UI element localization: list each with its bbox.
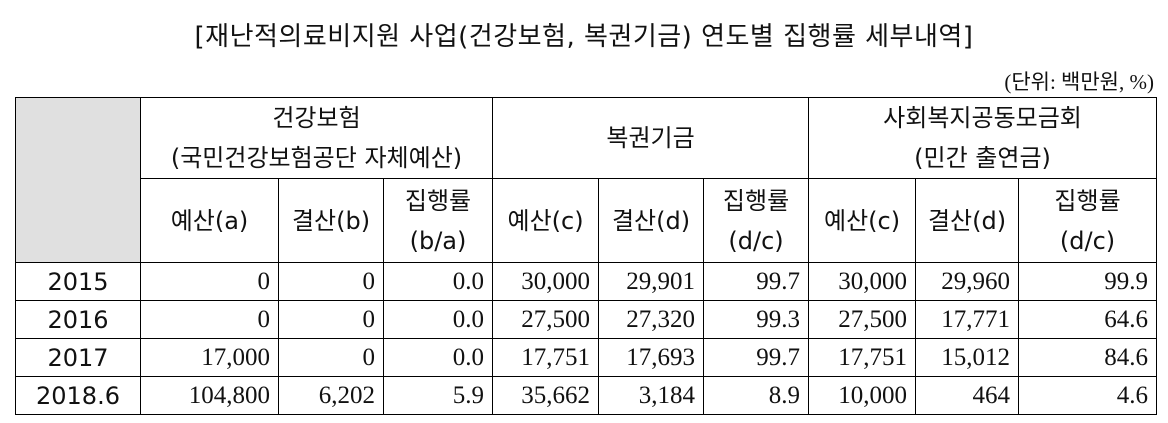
value-cell: 0: [278, 338, 384, 377]
value-cell: 10,000: [808, 376, 917, 415]
header-line: (b/a): [409, 226, 467, 255]
value-cell: 8.9: [703, 376, 810, 415]
sub-header: 예산(c): [492, 178, 600, 263]
value-cell: 99.7: [703, 262, 810, 301]
value-cell: 35,662: [492, 376, 600, 415]
sub-header: 집행률 (d/c): [703, 178, 810, 263]
value-cell: 17,751: [808, 338, 917, 377]
value-cell: 29,901: [598, 262, 705, 301]
value-cell: 99.3: [703, 300, 810, 339]
group-header: 복권기금: [492, 97, 810, 179]
group-header: 건강보험 (국민건강보험공단 자체예산): [139, 97, 494, 179]
value-cell: 0: [278, 300, 384, 339]
value-cell: 0.0: [382, 338, 494, 377]
value-cell: 104,800: [140, 376, 279, 415]
header-line: 예산(c): [823, 206, 901, 235]
sub-header: 결산(b): [278, 178, 384, 263]
header-line: 복권기금: [606, 124, 695, 152]
sub-header-row: 예산(a) 결산(b) 집행률 (b/a) 예산(c) 결산(d) 집행률 (d/c) 예산(c…: [16, 178, 1158, 263]
year-cell: 2017: [15, 338, 141, 377]
year-cell: 2018.6: [15, 376, 141, 415]
year-cell: 2016: [15, 300, 141, 339]
corner-cell: [15, 97, 141, 263]
value-cell: 64.6: [1018, 300, 1158, 339]
unit-note: (단위: 백만원, %): [1004, 70, 1154, 94]
value-cell: 0: [140, 262, 279, 301]
header-line: 사회복지공동모금회: [883, 104, 1082, 132]
data-row: 2015 0 0 0.0 30,000 29,901 99.7 30,000 29,960 99.…: [15, 262, 1158, 301]
header-line: 예산(c): [507, 206, 584, 235]
sub-header: 집행률 (b/a): [382, 178, 494, 263]
year-cell: 2015: [15, 262, 141, 301]
value-cell: 99.9: [1018, 262, 1158, 301]
sub-header: 예산(c): [808, 178, 917, 263]
value-cell: 0: [140, 300, 279, 339]
value-cell: 17,771: [915, 300, 1020, 339]
value-cell: 3,184: [598, 376, 705, 415]
data-row: 2018.6 104,800 6,202 5.9 35,662 3,184 8.9 10,00…: [15, 376, 1158, 415]
value-cell: 99.7: [703, 338, 810, 377]
value-cell: 0: [278, 262, 384, 301]
value-cell: 30,000: [808, 262, 917, 301]
header-line: (민간 출연금): [914, 144, 1051, 172]
value-cell: 5.9: [382, 376, 494, 415]
value-cell: 17,693: [598, 338, 705, 377]
data-row: 2016 0 0 0.0 27,500 27,320 99.3 27,500 17,771 64.…: [15, 300, 1158, 339]
header-line: (국민건강보험공단 자체예산): [170, 144, 463, 172]
data-row: 2017 17,000 0 0.0 17,751 17,693 99.7 17,751 15,0…: [15, 338, 1158, 377]
value-cell: 30,000: [492, 262, 600, 301]
header-line: 건강보험: [272, 104, 361, 132]
value-cell: 29,960: [915, 262, 1020, 301]
value-cell: 27,320: [598, 300, 705, 339]
value-cell: 0.0: [382, 300, 494, 339]
header-line: 집행률: [722, 186, 790, 215]
value-cell: 27,500: [808, 300, 917, 339]
value-cell: 84.6: [1018, 338, 1158, 377]
sub-header: 결산(d): [915, 178, 1020, 263]
value-cell: 17,751: [492, 338, 600, 377]
title: [재난적의료비지원 사업(건강보험, 복권기금) 연도별 집행률 세부내역]: [194, 22, 974, 52]
group-header-row: 건강보험 (국민건강보험공단 자체예산) 복권기금 사회복지공동모금회 (민간 출연금): [15, 97, 1158, 263]
value-cell: 6,202: [278, 376, 384, 415]
table: 건강보험 (국민건강보험공단 자체예산) 복권기금 사회복지공동모금회 (민간 출연금)…: [15, 97, 1158, 415]
header-line: 예산(a): [170, 206, 249, 235]
value-cell: 17,000: [140, 338, 279, 377]
value-cell: 464: [915, 376, 1020, 415]
value-cell: 15,012: [915, 338, 1020, 377]
header-line: (d/c): [1059, 226, 1116, 255]
header-line: 결산(d): [611, 206, 691, 235]
header-line: 결산(d): [927, 206, 1007, 235]
sub-header: 결산(d): [598, 178, 705, 263]
value-cell: 27,500: [492, 300, 600, 339]
header-line: 집행률: [1054, 186, 1121, 215]
value-cell: 4.6: [1018, 376, 1158, 415]
sub-header: 예산(a): [140, 178, 279, 263]
header-line: 결산(b): [291, 206, 371, 235]
group-header: 사회복지공동모금회 (민간 출연금): [808, 97, 1158, 179]
header-line: 집행률: [404, 186, 472, 215]
value-cell: 0.0: [382, 262, 494, 301]
sub-header: 집행률 (d/c): [1018, 178, 1158, 263]
header-line: (d/c): [728, 226, 784, 255]
